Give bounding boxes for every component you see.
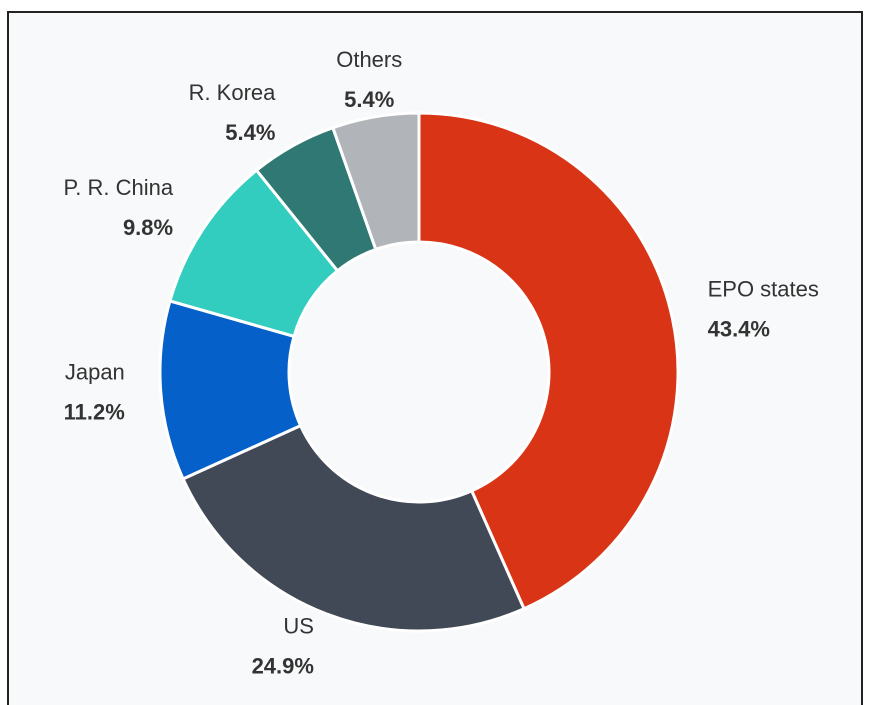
slice-value: 43.4% xyxy=(708,317,770,342)
slice-value: 11.2% xyxy=(64,400,125,425)
slice-label: Others xyxy=(336,47,402,72)
slice-label: R. Korea xyxy=(189,80,277,105)
slice-label: P. R. China xyxy=(63,175,173,200)
slice-label: US xyxy=(283,613,314,638)
donut-slice xyxy=(417,111,680,611)
slice-label: EPO states xyxy=(708,277,819,302)
donut-slice xyxy=(181,423,526,633)
donut-slice xyxy=(330,111,421,252)
slice-value: 5.4% xyxy=(344,87,394,112)
slice-value: 5.4% xyxy=(225,120,275,145)
slice-value: 24.9% xyxy=(252,653,314,678)
slice-label: Japan xyxy=(65,360,125,385)
slice-value: 9.8% xyxy=(123,215,173,240)
